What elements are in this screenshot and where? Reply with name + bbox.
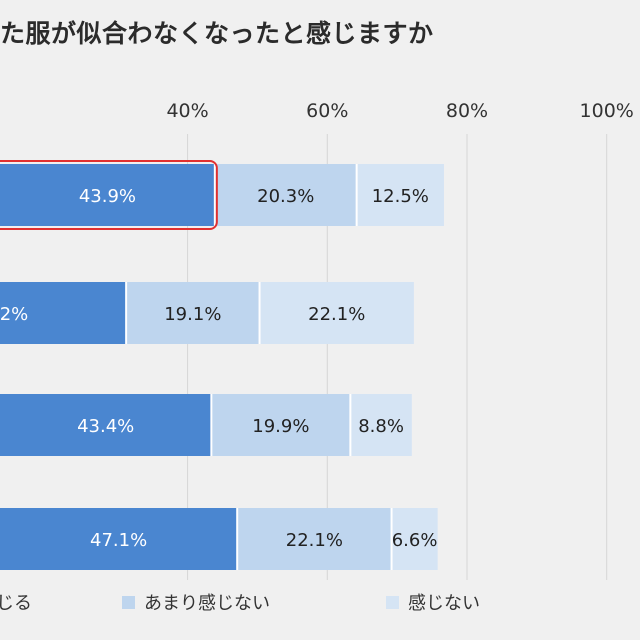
bar-segment [0,394,212,456]
bar-segment [214,164,357,226]
x-tick-label: 80% [446,100,488,122]
legend-swatch [122,596,135,609]
legend-swatch [386,596,399,609]
bar-value-label: 19.1% [164,304,221,325]
bar-value-label: 19.9% [252,416,309,437]
bar-segment [0,508,238,570]
bar-segment [0,282,127,344]
bar-value-label: 47.1% [90,530,147,551]
bar-segment [356,164,444,226]
bar-segment [237,508,392,570]
legend-label: じる [0,593,32,614]
bar-segment [211,394,351,456]
x-axis-ticks: 40% 60% 80% 100% [166,100,633,122]
chart-title: た服が似合わなくなったと感じますか [0,19,434,48]
bar-segment [259,282,414,344]
bar-value-label: 20.3% [257,186,314,207]
bar-value-label: 2% [0,304,28,325]
bar-value-label: 43.9% [79,186,136,207]
bars: 43.9% 20.3% 12.5% 2% 19.1% 22.1% 43.4% 19.9% 8.8… [0,160,444,570]
bar-value-label: 22.1% [308,304,365,325]
bar-value-label: 8.8% [358,416,404,437]
bar-value-label: 43.4% [77,416,134,437]
x-tick-label: 40% [166,100,208,122]
legend-label: 感じない [408,593,480,614]
x-tick-label: 100% [580,100,634,122]
bar-segment [391,508,438,570]
highlight-outline [0,160,218,230]
bar-segment [126,282,260,344]
bar-value-label: 6.6% [392,530,438,551]
legend: じる あまり感じない 感じない [0,593,480,614]
bar-value-label: 22.1% [286,530,343,551]
bar-value-label: 12.5% [372,186,429,207]
bar-segment [350,394,412,456]
x-tick-label: 60% [306,100,348,122]
legend-label: あまり感じない [144,593,270,614]
bar-segment [0,164,215,226]
